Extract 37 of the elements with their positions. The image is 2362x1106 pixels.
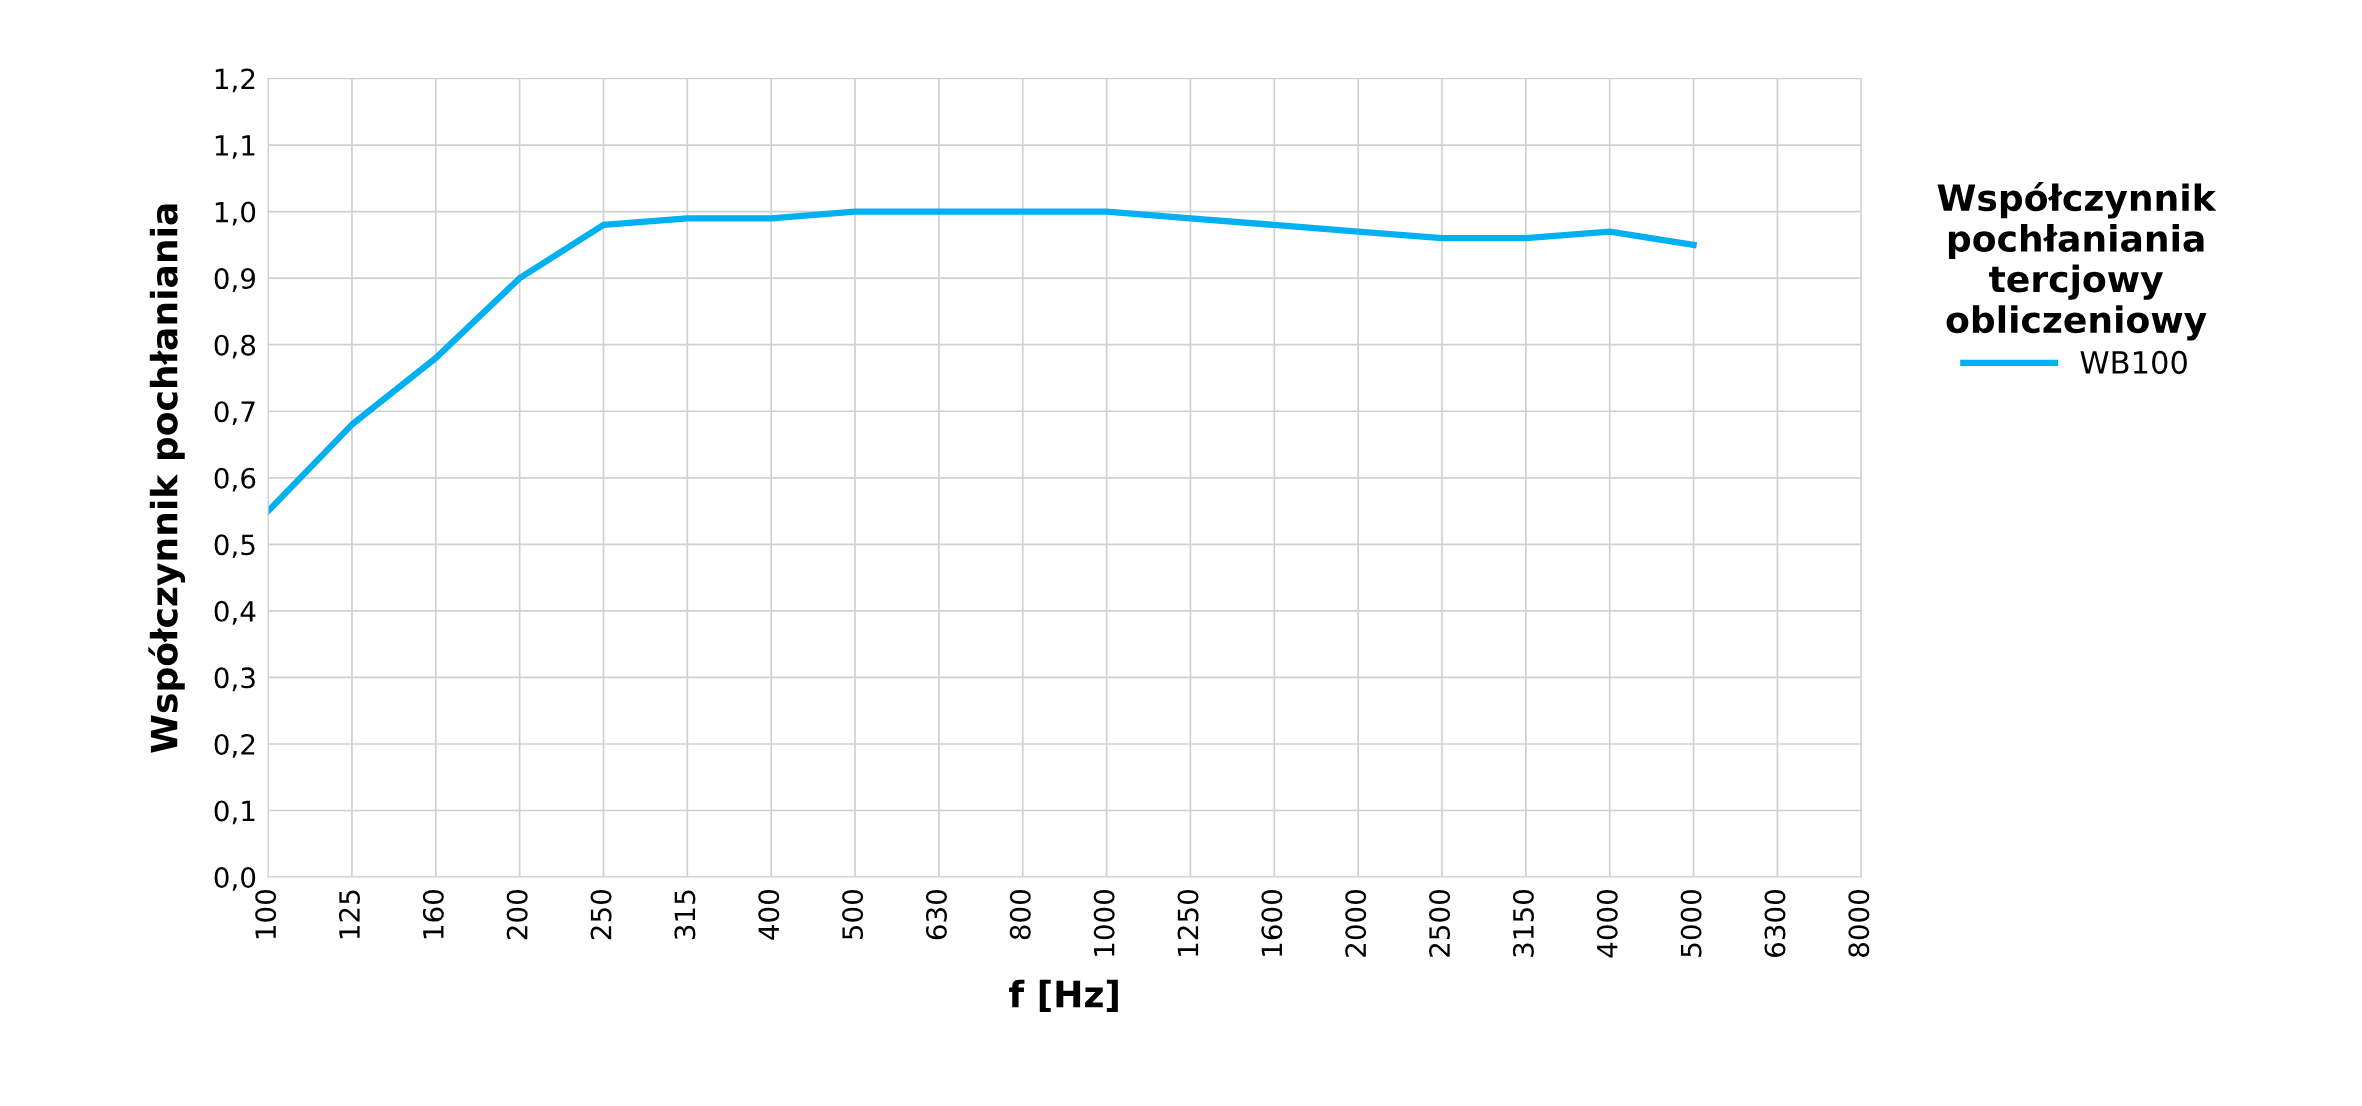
x-tick-label: 1000 [1093,890,1115,956]
x-tick-label: 4000 [1596,890,1618,958]
legend-label: WB100 [2080,350,2187,374]
x-tick-label: 500 [842,890,864,940]
y-tick-label: 0,7 [214,401,255,426]
y-tick-label: 1,1 [215,135,255,159]
x-tick-label: 2000 [1345,890,1367,957]
x-tick-label: 8000 [1848,890,1870,957]
x-tick-label: 160 [422,890,444,939]
x-tick-label: 400 [758,890,780,940]
x-tick-label: 250 [590,890,612,940]
y-tick-label: 1,0 [215,201,256,226]
y-tick-label: 0,4 [214,600,256,625]
x-tick-label: 3150 [1512,890,1534,957]
y-tick-label: 0,2 [214,733,255,758]
x-tick-label: 630 [925,890,947,940]
x-tick-label: 315 [674,890,696,940]
legend-title: Współczynnik pochłaniania tercjowy obliczeniowy [1937,181,2217,341]
x-tick-label: 1600 [1261,890,1283,956]
x-tick-label: 6300 [1764,890,1786,957]
x-tick-label: 200 [506,890,528,940]
x-tick-label: 100 [255,890,277,939]
y-tick-label: 0,6 [214,467,256,492]
x-tick-label: 800 [1009,890,1031,940]
x-tick-label: 2500 [1429,890,1451,957]
x-tick-label: 1250 [1177,890,1199,956]
x-axis-title: f [Hz] [1009,979,1118,1012]
y-tick-label: 0,9 [214,268,256,292]
y-tick-label: 0,8 [214,334,256,359]
x-tick-label: 5000 [1680,890,1702,957]
y-tick-label: 1,2 [215,68,255,93]
y-tick-label: 0,3 [214,667,255,692]
y-tick-label: 0,0 [214,867,256,891]
y-axis-title: Współczynnik pochłaniania [148,204,186,753]
x-tick-label: 125 [338,890,360,939]
y-tick-label: 0,1 [214,800,255,825]
y-tick-label: 0,5 [214,534,255,559]
